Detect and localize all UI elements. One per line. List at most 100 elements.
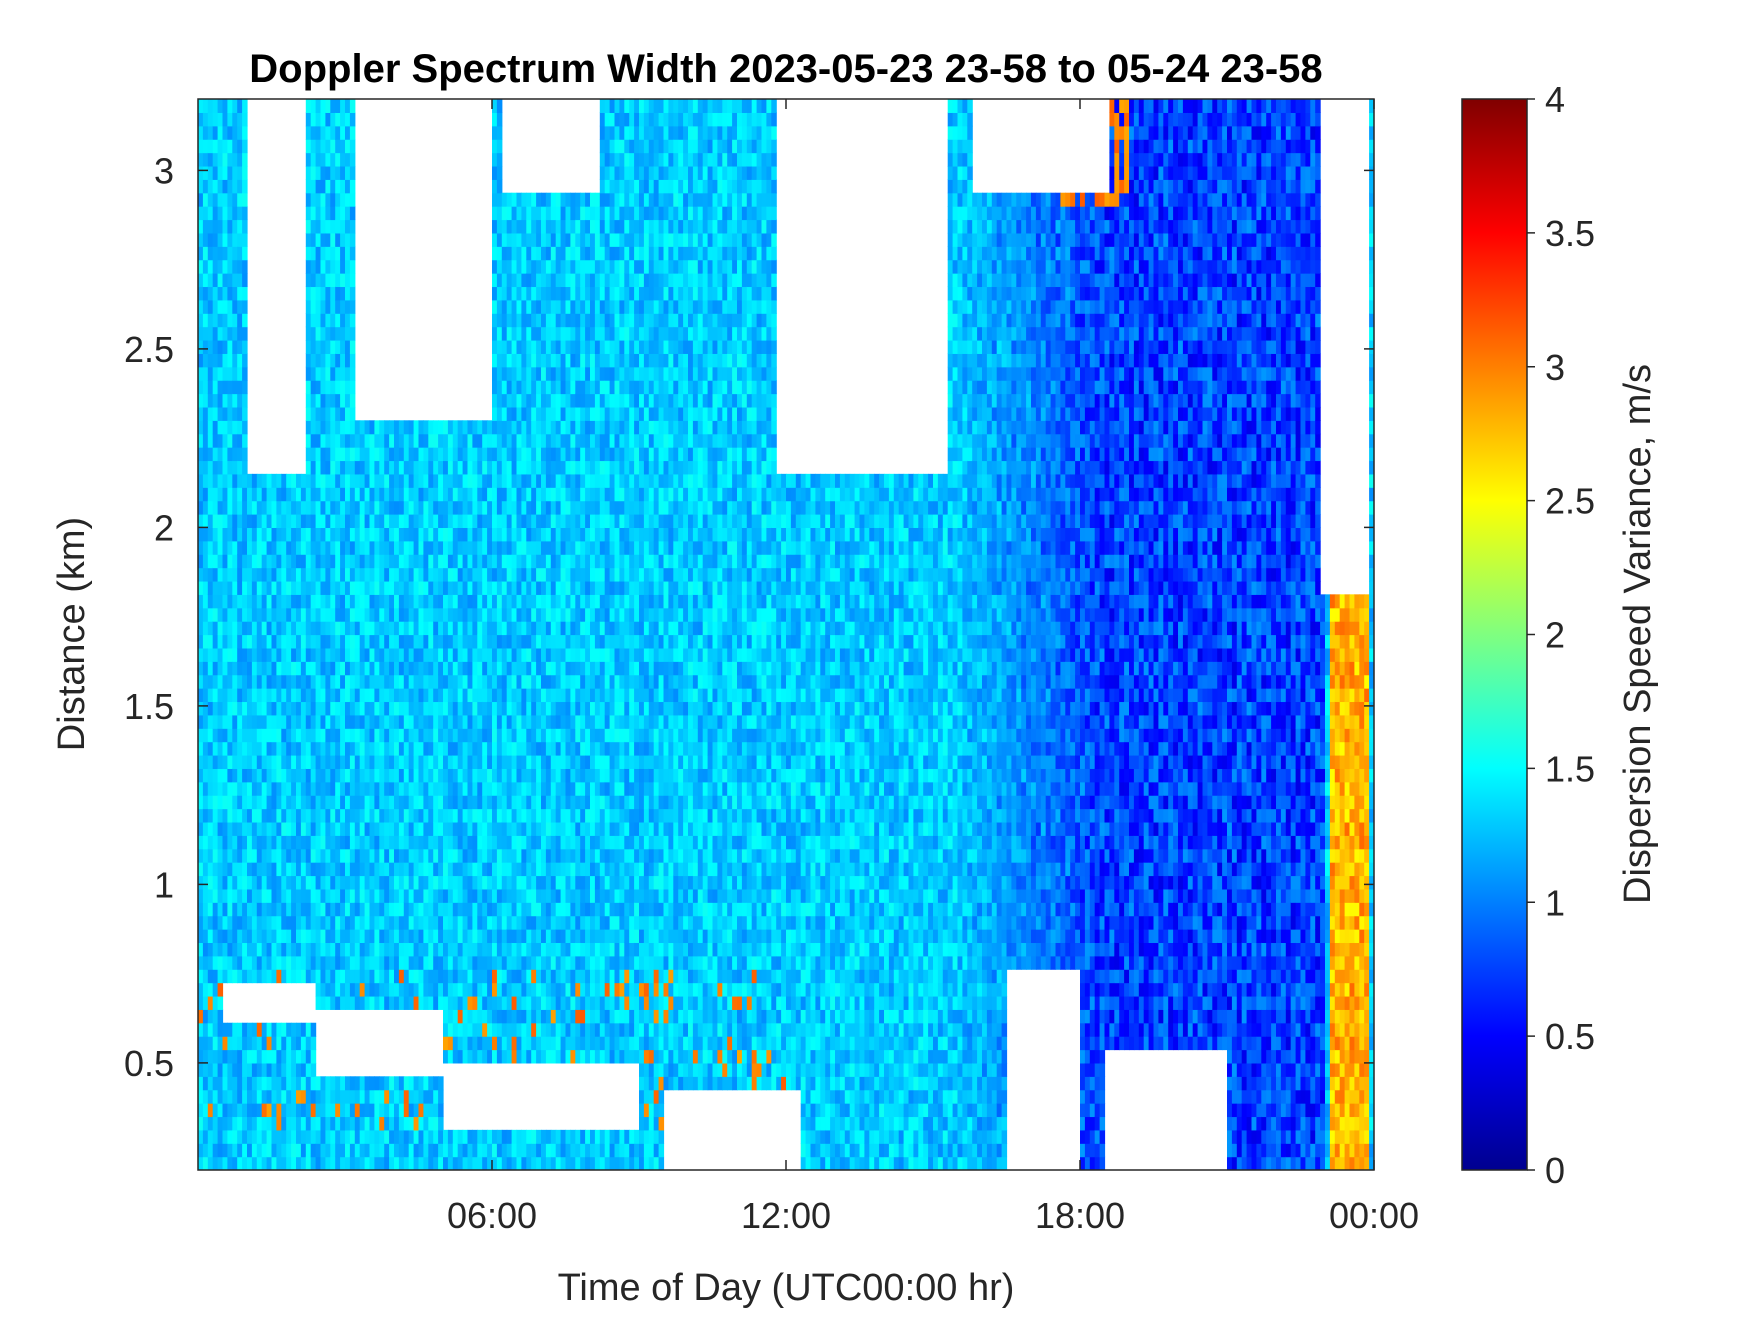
heatmap-cell [354, 995, 361, 1010]
heatmap-cell [369, 420, 375, 435]
heatmap-cell [261, 554, 268, 569]
heatmap-cell [266, 1143, 273, 1158]
heatmap-cell [394, 701, 400, 716]
heatmap-cell [452, 888, 459, 903]
heatmap-cell [364, 487, 371, 502]
heatmap-cell [286, 527, 292, 542]
heatmap-cell [575, 728, 581, 743]
heatmap-cell [580, 500, 586, 515]
heatmap-cell [443, 795, 449, 810]
heatmap-cell [472, 554, 478, 569]
heatmap-cell [310, 273, 317, 288]
heatmap-cell [511, 768, 518, 783]
heatmap-cell [374, 795, 380, 810]
heatmap-cell [511, 862, 518, 877]
heatmap-cell [403, 1076, 410, 1091]
heatmap-cell [560, 447, 567, 462]
heatmap-cell [526, 286, 532, 301]
heatmap-cell [271, 661, 277, 676]
heatmap-cell [247, 514, 253, 528]
heatmap-cell [477, 460, 483, 475]
heatmap-cell [300, 688, 307, 703]
heatmap-cell [242, 1062, 248, 1077]
heatmap-cell [345, 567, 351, 582]
heatmap-cell [521, 393, 527, 408]
heatmap-cell [496, 273, 503, 288]
heatmap-cell [477, 1022, 483, 1037]
heatmap-cell [555, 754, 562, 769]
heatmap-cell [261, 848, 268, 863]
heatmap-cell [305, 875, 312, 890]
heatmap-cell [340, 393, 346, 408]
heatmap-cell [438, 915, 444, 930]
heatmap-cell [521, 862, 527, 877]
heatmap-cell [536, 500, 542, 515]
heatmap-cell [320, 955, 326, 970]
heatmap-cell [281, 862, 287, 877]
heatmap-cell [570, 273, 576, 288]
heatmap-cell [291, 1089, 297, 1104]
heatmap-cell [300, 647, 307, 662]
heatmap-cell [207, 754, 214, 769]
heatmap-cell [487, 848, 493, 863]
heatmap-cell [462, 634, 469, 649]
heatmap-cell [492, 420, 498, 435]
heatmap-cell [345, 286, 351, 301]
heatmap-cell [281, 835, 287, 850]
heatmap-cell [325, 192, 331, 207]
heatmap-cell [237, 580, 243, 595]
heatmap-cell [516, 915, 522, 930]
heatmap-cell [354, 1076, 361, 1091]
heatmap-cell [585, 192, 591, 207]
heatmap-cell [452, 728, 459, 743]
heatmap-cell [585, 406, 591, 421]
heatmap-cell [276, 1062, 282, 1077]
heatmap-cell [232, 1062, 238, 1077]
heatmap-cell [276, 567, 282, 582]
heatmap-cell [545, 339, 552, 354]
heatmap-cell [369, 527, 375, 542]
heatmap-cell [335, 500, 341, 515]
heatmap-cell [291, 554, 297, 569]
heatmap-cell [247, 768, 253, 783]
heatmap-cell [232, 353, 238, 368]
heatmap-cell [300, 594, 307, 609]
heatmap-cell [310, 514, 317, 528]
heatmap-cell [198, 942, 204, 957]
heatmap-cell [482, 487, 488, 502]
heatmap-cell [394, 1076, 400, 1091]
heatmap-cell [496, 420, 503, 435]
heatmap-cell [232, 514, 238, 528]
heatmap-cell [232, 862, 238, 877]
heatmap-cell [374, 661, 380, 676]
heatmap-cell [531, 902, 537, 917]
heatmap-cell [428, 607, 434, 622]
heatmap-cell [545, 232, 552, 247]
heatmap-cell [320, 1116, 326, 1131]
heatmap-cell [398, 473, 405, 488]
heatmap-cell [408, 460, 415, 475]
heatmap-cell [555, 661, 562, 676]
heatmap-cell [345, 701, 351, 716]
heatmap-cell [521, 594, 527, 609]
heatmap-cell [266, 969, 273, 984]
heatmap-cell [354, 1103, 361, 1118]
heatmap-cell [565, 487, 571, 502]
heatmap-cell [364, 460, 371, 475]
heatmap-cell [202, 139, 209, 154]
heatmap-cell [345, 99, 351, 113]
heatmap-cell [447, 1009, 454, 1024]
heatmap-cell [511, 580, 518, 595]
heatmap-cell [198, 1076, 204, 1091]
heatmap-cell [345, 995, 351, 1010]
heatmap-cell [330, 888, 336, 903]
heatmap-cell [447, 433, 454, 448]
heatmap-cell [222, 1062, 228, 1077]
heatmap-cell [198, 487, 204, 502]
heatmap-cell [585, 259, 591, 274]
heatmap-cell [242, 206, 248, 221]
heatmap-cell [340, 299, 346, 314]
heatmap-cell [555, 688, 562, 703]
heatmap-cell [575, 848, 581, 863]
heatmap-cell [379, 1116, 385, 1131]
